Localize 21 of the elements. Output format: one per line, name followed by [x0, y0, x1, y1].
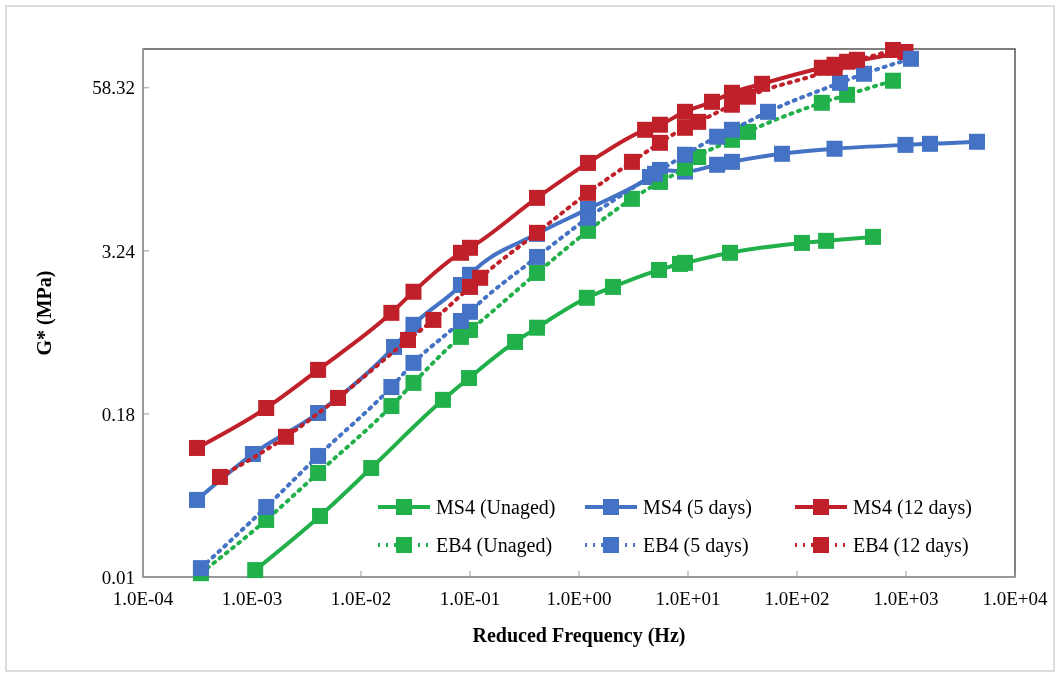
x-tick-label: 1.0E-03 [221, 588, 283, 609]
x-tick-label: 1.0E-04 [112, 588, 174, 609]
legend-label: EB4 (Unaged) [436, 534, 553, 557]
legend-label: EB4 (5 days) [643, 534, 749, 557]
x-tick-label: 1.0E+00 [546, 588, 612, 609]
legend-label: MS4 (5 days) [643, 496, 752, 519]
x-tick-label: 1.0E+04 [982, 588, 1049, 609]
y-axis-title: G* (MPa) [33, 270, 56, 356]
x-tick-label: 1.0E-02 [330, 588, 392, 609]
x-tick-label: 1.0E+01 [655, 588, 721, 609]
x-tick-label: 1.0E+03 [873, 588, 939, 609]
y-tick-label: 0.01 [101, 566, 135, 588]
y-tick-label: 3.24 [101, 240, 136, 262]
y-tick-label: 58.32 [92, 77, 135, 99]
x-tick-label: 1.0E+02 [764, 588, 830, 609]
x-axis-title: Reduced Frequency (Hz) [472, 624, 686, 647]
y-tick-label: 0.18 [101, 403, 135, 425]
legend-label: MS4 (Unaged) [436, 496, 556, 519]
legend-label: EB4 (12 days) [853, 534, 969, 557]
x-tick-label: 1.0E-01 [439, 588, 501, 609]
legend-label: MS4 (12 days) [853, 496, 972, 519]
